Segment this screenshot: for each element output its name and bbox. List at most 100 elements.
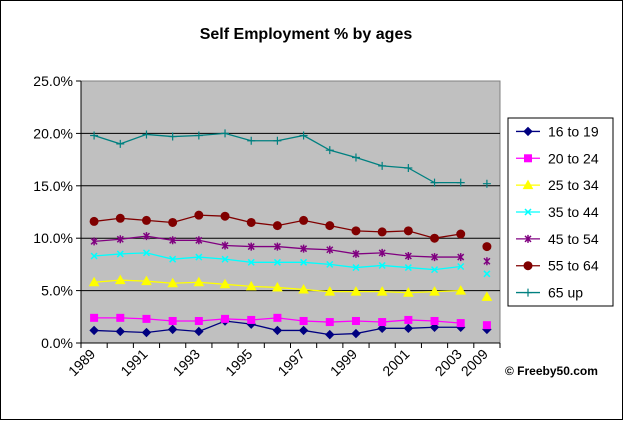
data-point xyxy=(247,242,255,251)
data-point xyxy=(351,226,361,236)
data-point xyxy=(114,274,126,285)
data-point xyxy=(142,232,150,241)
data-point xyxy=(378,318,387,327)
chart-title: Self Employment % by ages xyxy=(200,26,413,43)
data-point xyxy=(351,328,361,339)
data-point xyxy=(299,316,308,325)
data-point xyxy=(483,270,491,278)
data-point xyxy=(404,252,412,261)
data-point xyxy=(482,242,492,252)
legend-entry: 55 to 64 xyxy=(516,258,599,274)
data-point xyxy=(350,286,362,296)
legend-entry: 25 to 34 xyxy=(516,177,599,193)
y-axis: 0.0% 5.0% 10.0% 15.0% 20.0% 25.0% xyxy=(33,73,82,351)
data-point xyxy=(247,315,256,324)
data-point xyxy=(195,236,203,245)
data-point xyxy=(481,291,493,301)
data-point xyxy=(456,319,465,328)
data-point xyxy=(482,321,491,330)
data-point xyxy=(431,253,439,262)
data-point xyxy=(168,132,177,141)
data-point xyxy=(300,244,308,253)
data-point xyxy=(220,211,230,221)
data-point xyxy=(169,236,177,245)
data-point xyxy=(195,253,203,261)
data-point xyxy=(403,323,414,334)
data-point xyxy=(299,215,309,225)
data-point xyxy=(141,215,151,225)
data-point xyxy=(378,161,387,170)
data-point xyxy=(90,252,98,260)
data-point xyxy=(377,323,387,334)
data-point xyxy=(325,318,334,327)
data-point xyxy=(324,286,336,296)
data-point xyxy=(221,241,229,250)
data-point xyxy=(430,233,440,243)
data-point xyxy=(272,221,282,231)
data-point xyxy=(247,258,255,266)
series-35-to-44 xyxy=(90,249,491,278)
legend-label: 20 to 24 xyxy=(548,150,599,166)
legend-entry: 16 to 19 xyxy=(516,123,599,139)
data-point xyxy=(89,325,99,336)
x-tick-label: 1997 xyxy=(274,346,307,379)
data-point xyxy=(299,131,308,140)
data-point xyxy=(90,131,99,140)
data-point xyxy=(116,235,124,244)
data-point xyxy=(404,264,412,272)
legend-marker xyxy=(524,154,532,163)
data-point xyxy=(142,249,150,257)
data-point xyxy=(221,255,229,263)
data-point xyxy=(298,284,309,294)
data-point xyxy=(430,178,439,187)
legend-entry: 65 up xyxy=(516,285,583,301)
data-point xyxy=(429,322,440,332)
y-tick-label: 25.0% xyxy=(33,73,73,89)
legend-entry: 35 to 44 xyxy=(516,204,599,220)
series-55-to-64 xyxy=(89,210,492,252)
data-point xyxy=(193,276,205,287)
legend-label: 25 to 34 xyxy=(548,177,599,193)
data-point xyxy=(194,326,204,337)
legend-marker xyxy=(523,126,533,137)
data-point xyxy=(167,324,178,335)
data-point xyxy=(142,130,151,139)
plot-area xyxy=(80,80,501,344)
data-point xyxy=(90,313,99,322)
legend-entry: 20 to 24 xyxy=(516,150,599,166)
legend-marker xyxy=(524,234,532,243)
x-tick-label: 1995 xyxy=(222,346,255,379)
legend-label: 35 to 44 xyxy=(548,204,599,220)
data-point xyxy=(246,217,256,227)
data-point xyxy=(89,216,99,226)
legend-marker xyxy=(524,208,532,216)
data-point xyxy=(116,250,124,258)
data-point xyxy=(88,276,100,287)
data-point xyxy=(221,314,230,323)
data-point xyxy=(404,315,413,324)
data-point xyxy=(483,257,491,266)
data-point xyxy=(457,253,465,262)
data-point xyxy=(167,277,179,288)
data-point xyxy=(194,131,203,140)
data-point xyxy=(456,229,466,239)
data-point xyxy=(352,264,360,272)
data-point xyxy=(272,325,283,336)
x-tick-label: 1991 xyxy=(117,346,150,379)
data-point xyxy=(168,217,178,227)
data-point xyxy=(115,326,125,337)
legend-label: 16 to 19 xyxy=(548,123,599,139)
y-tick-label: 15.0% xyxy=(33,178,73,194)
data-point xyxy=(141,327,152,338)
x-tick-label: 2003 xyxy=(431,346,464,379)
series-layer xyxy=(88,129,493,340)
data-point xyxy=(326,245,334,254)
data-point xyxy=(431,266,439,274)
legend-label: 65 up xyxy=(548,285,583,301)
data-point xyxy=(300,258,308,266)
y-tick-label: 10.0% xyxy=(33,230,73,246)
data-point xyxy=(221,129,230,138)
data-point xyxy=(325,146,334,155)
legend-marker xyxy=(522,179,534,190)
